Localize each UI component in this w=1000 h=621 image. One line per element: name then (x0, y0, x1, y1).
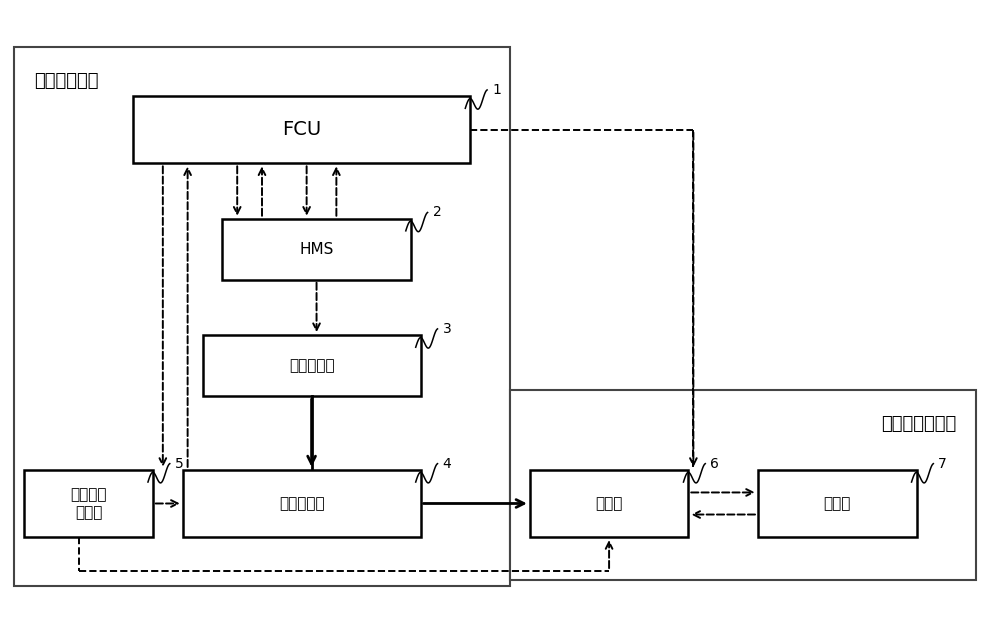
Bar (203, 335, 421, 396)
Text: HMS: HMS (299, 242, 334, 256)
Text: 加氢枪: 加氢枪 (595, 496, 623, 511)
Text: 5: 5 (175, 456, 183, 471)
Bar (14, 47, 510, 586)
Bar (24, 470, 153, 537)
Text: 加氢口总成: 加氢口总成 (279, 496, 324, 511)
Bar (530, 470, 688, 537)
Bar (758, 470, 917, 537)
Text: FCU: FCU (282, 120, 321, 139)
Text: 3: 3 (442, 322, 451, 336)
Bar (133, 96, 470, 163)
Text: 4: 4 (442, 456, 451, 471)
Text: 7: 7 (938, 456, 947, 471)
Text: 车载储氢瓶: 车载储氢瓶 (289, 358, 334, 373)
Bar (222, 219, 411, 280)
Text: 2: 2 (433, 206, 441, 219)
Bar (510, 390, 976, 580)
Text: 加氢机端子系统: 加氢机端子系统 (881, 415, 956, 433)
Text: 车辆端子系统: 车辆端子系统 (34, 71, 98, 89)
Bar (183, 470, 421, 537)
Text: 6: 6 (710, 456, 719, 471)
Text: 加氢机: 加氢机 (823, 496, 851, 511)
Text: 红外模块
控制器: 红外模块 控制器 (70, 487, 107, 520)
Text: 1: 1 (492, 83, 501, 97)
